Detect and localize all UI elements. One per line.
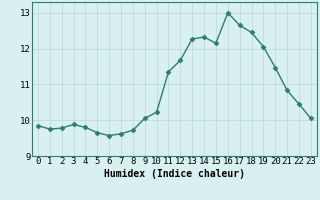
X-axis label: Humidex (Indice chaleur): Humidex (Indice chaleur) (104, 169, 245, 179)
